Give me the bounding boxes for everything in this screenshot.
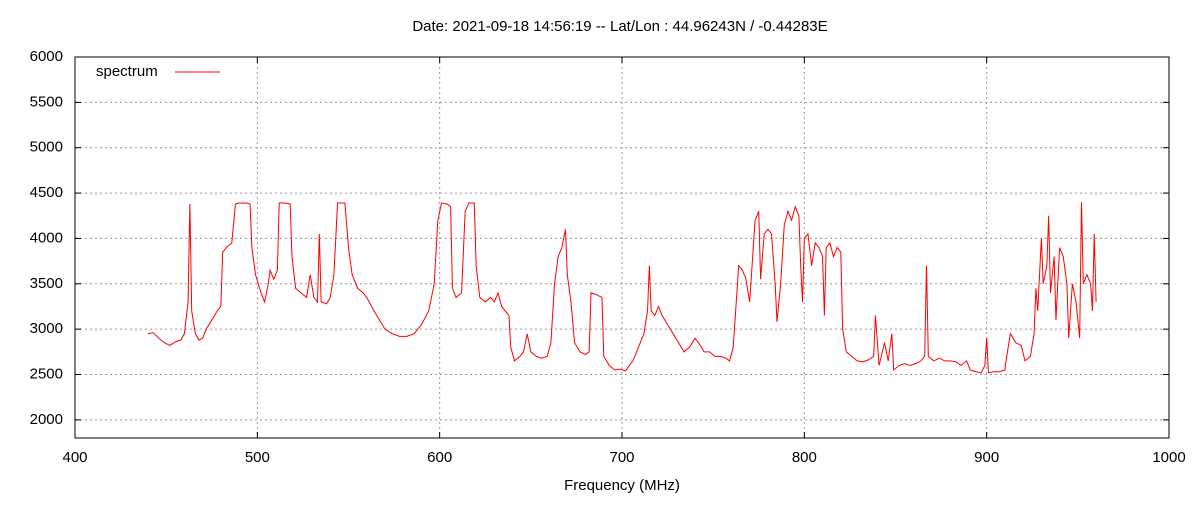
x-tick-label: 600 [427, 449, 452, 466]
y-tick-label: 4500 [30, 184, 63, 201]
y-tick-label: 5500 [30, 93, 63, 110]
x-tick-label: 1000 [1152, 449, 1185, 466]
y-tick-label: 4000 [30, 229, 63, 246]
legend-label: spectrum [96, 63, 158, 80]
x-tick-label: 400 [62, 449, 87, 466]
y-tick-label: 2000 [30, 411, 63, 428]
x-tick-label: 900 [974, 449, 999, 466]
x-tick-label: 500 [245, 449, 270, 466]
spectrum-line [147, 202, 1097, 374]
y-tick-label: 5000 [30, 139, 63, 156]
x-axis-label: Frequency (MHz) [564, 477, 680, 494]
y-tick-label: 2500 [30, 365, 63, 382]
y-tick-label: 3000 [30, 320, 63, 337]
x-tick-label: 800 [792, 449, 817, 466]
plot-frame [74, 56, 1170, 439]
y-tick-label: 6000 [30, 48, 63, 65]
chart-title: Date: 2021-09-18 14:56:19 -- Lat/Lon : 4… [412, 18, 827, 35]
x-tick-label: 700 [609, 449, 634, 466]
y-tick-label: 3500 [30, 275, 63, 292]
